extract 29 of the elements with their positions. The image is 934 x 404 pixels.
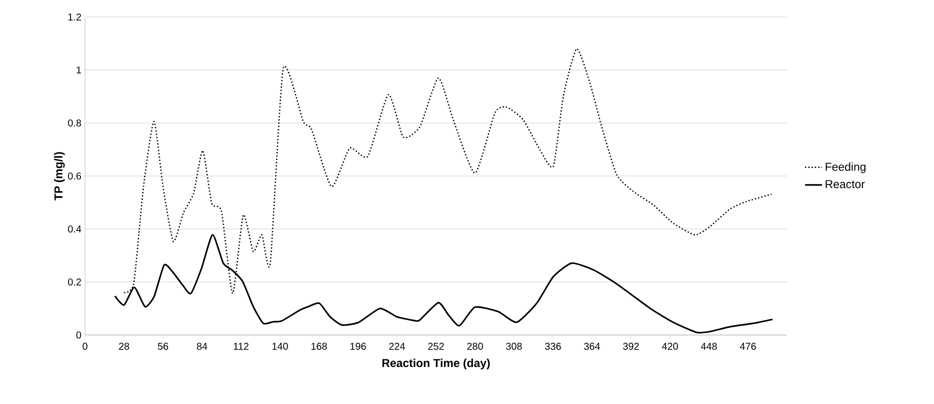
x-tick-label: 308 xyxy=(506,342,522,350)
x-tick-label: 252 xyxy=(428,342,444,350)
x-tick-label: 448 xyxy=(700,342,717,350)
x-tick-label: 168 xyxy=(311,342,327,350)
y-tick-label: 0.8 xyxy=(68,119,82,127)
y-tick-label: 0.4 xyxy=(68,225,82,233)
x-tick-label: 420 xyxy=(662,342,678,350)
y-tick-label: 0.2 xyxy=(68,278,81,286)
x-tick-label: 336 xyxy=(545,342,561,350)
legend-label: Reactor xyxy=(826,180,865,188)
x-tick-label: 0 xyxy=(82,342,88,350)
y-tick-label: 1 xyxy=(76,66,82,74)
x-tick-label: 28 xyxy=(118,342,130,350)
x-tick-label: 280 xyxy=(467,342,483,350)
x-tick-label: 476 xyxy=(740,342,756,350)
x-tick-label: 392 xyxy=(623,342,639,350)
y-axis-title: TP (mg/l) xyxy=(54,152,65,200)
x-tick-label: 112 xyxy=(234,342,248,350)
y-tick-label: 1.2 xyxy=(68,14,81,20)
x-tick-label: 84 xyxy=(196,342,208,350)
x-tick-label: 140 xyxy=(272,342,288,350)
y-tick-label: 0.6 xyxy=(68,172,82,180)
x-tick-label: 224 xyxy=(389,342,406,350)
x-tick-label: 196 xyxy=(350,342,366,350)
legend-label: Feeding xyxy=(826,162,866,174)
x-tick-label: 364 xyxy=(584,342,600,350)
y-tick-label: 0 xyxy=(76,331,82,339)
x-tick-label: 56 xyxy=(158,342,168,350)
x-axis-title: Reaction Time (day) xyxy=(382,358,490,370)
